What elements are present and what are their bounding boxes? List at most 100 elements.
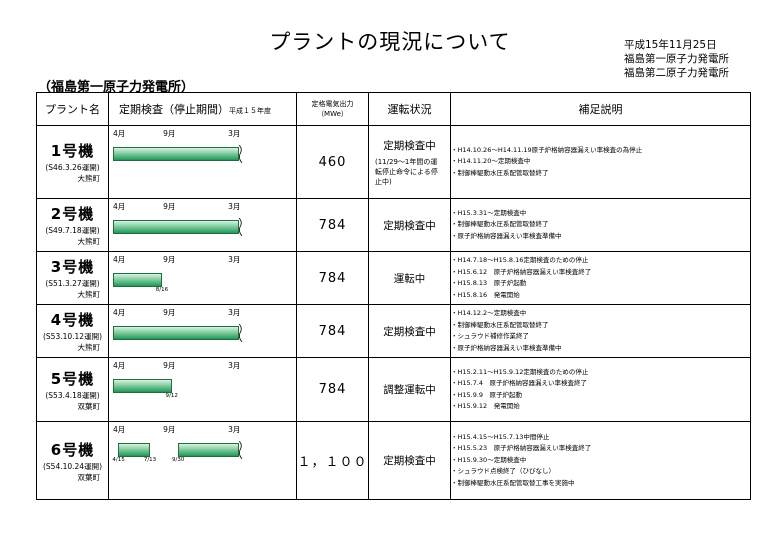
unit-name: 1号機 [50,142,95,160]
continuation-mark [238,145,243,163]
report-date: 平成15年11月25日 [624,39,717,51]
inspection-track [113,441,243,459]
note-item: ・シュラウド点検終了（ひびなし） [451,467,555,476]
status-cell: 定期検査中 (11/29～1年間の運転停止命令による停止中) [368,125,451,199]
note-item: ・H14.11.20～定期検査中 [451,157,531,166]
note-item: ・原子炉格納容器漏えい率検査準備中 [451,231,562,240]
inspection-bar [113,273,162,287]
month-label: 9月 [163,202,176,211]
bar-date-label: 9/12 [165,393,178,399]
rated-output: 784 [296,357,369,422]
unit-name: 2号機 [50,205,95,223]
date-block: 平成15年11月25日 福島第一原子力発電所 福島第二原子力発電所 [624,38,729,80]
unit-start-date: (S54.10.24運開) [42,461,102,471]
month-label: 4月 [113,255,126,264]
notes-list: ・H15.4.15～H15.7.13中間停止・H15.5.23 原子炉格納容器漏… [451,432,750,490]
section-subtitle: （福島第一原子力発電所） [38,80,195,95]
continuation-mark [238,324,243,342]
notes-cell: ・H14.7.18～H15.8.16定期検査のための停止 ・H15.6.12 原子… [450,251,751,305]
unit-location: 双葉町 [77,472,101,482]
month-label: 3月 [228,425,241,434]
note-item: ・原子炉格納容器漏えい率検査準備中 [451,343,562,352]
header-status: 運転状況 [368,92,451,126]
unit-name-cell: 3号機 (S51.3.27運開) 大熊町 [36,251,109,305]
inspection-bar [178,443,239,457]
notes-list: ・H15.2.11～H15.9.12定期検査のための停止 ・H15.7.4 原子炉… [451,367,750,413]
note-item: ・H15.4.15～H15.7.13中間停止 [451,432,550,441]
notes-cell: ・H14.12.2～定期検査中・制御棒駆動水圧系配管取替終了 ・シュラウド補修作業… [450,304,751,358]
org-line-1: 福島第一原子力発電所 [624,53,729,65]
month-label: 4月 [113,202,126,211]
unit-name: 6号機 [50,440,95,459]
note-item: ・制御棒駆動水圧系配管取替終了 [451,168,549,177]
notes-cell: ・H15.4.15～H15.7.13中間停止・H15.5.23 原子炉格納容器漏… [450,421,751,500]
month-label: 3月 [228,308,241,317]
rated-output: １，１００ [296,421,369,500]
note-item: ・H15.6.12 原子炉格納容器漏えい率検査終了 [451,267,592,276]
inspection-bar [118,443,150,457]
notes-list: ・H14.12.2～定期検査中・制御棒駆動水圧系配管取替終了 ・シュラウド補修作業… [451,308,750,354]
month-label: 3月 [228,202,241,211]
inspection-track [113,273,243,287]
header-output: 定格電気出力 （MWe） [296,92,369,126]
header-output-line2: （MWe） [317,110,348,118]
unit-location: 大熊町 [77,174,101,183]
inspection-track [113,218,243,236]
month-label: 4月 [113,129,126,138]
header-inspection-year: 平成１５年度 [229,107,271,115]
unit-location: 大熊町 [77,343,101,352]
inspection-track [113,324,243,342]
notes-cell: ・H15.3.31～定期検査中・制御棒駆動水圧系配管取替終了・原子炉格納容器漏え… [450,198,751,252]
inspection-track [113,379,243,393]
unit-name-cell: 2号機 (S49.7.18運開) 大熊町 [36,198,109,252]
month-label: 4月 [113,361,126,370]
note-item: ・制御棒駆動水圧系配管取替終了 [451,320,549,329]
note-item: ・制御棒駆動水圧系配管取替工事を実施中 [451,478,575,487]
month-label: 3月 [228,361,241,370]
status-cell: 調整運転中 [368,357,451,422]
inspection-schedule-cell: 4月 9月 3月 9/12 [108,357,297,422]
inspection-schedule-cell: 4月 9月 3月 [108,304,297,358]
operating-status: 調整運転中 [383,384,436,396]
bar-date-label: 4/15 [112,457,125,463]
status-cell: 定期検査中 [368,198,451,252]
note-item: ・H14.12.2～定期検査中 [451,309,527,317]
month-label: 3月 [228,255,241,264]
notes-list: ・H14.10.26～H14.11.19原子炉格納容器漏えい率検査の為停止 ・H1… [451,145,750,180]
unit-location: 大熊町 [77,290,101,299]
note-item: ・H15.5.23 原子炉格納容器漏えい率検査終了 [451,444,592,453]
unit-name-cell: 1号機 (S46.3.26運開) 大熊町 [36,125,109,199]
month-label: 4月 [113,308,126,317]
operating-status: 定期検査中 [383,139,436,152]
note-item: ・シュラウド補修作業終了 [451,332,529,340]
unit-start-date: (S53.4.18運開) [45,390,100,400]
operating-status: 定期検査中 [383,325,436,338]
header-output-line1: 定格電気出力 [311,100,354,108]
note-item: ・H14.7.18～H15.8.16定期検査のための停止 [451,256,589,264]
rated-output: 784 [296,251,369,305]
note-item: ・制御棒駆動水圧系配管取替終了 [451,220,549,229]
inspection-bar [113,147,239,161]
unit-name: 5号機 [50,369,95,388]
rated-output: 460 [296,125,369,199]
notes-cell: ・H15.2.11～H15.9.12定期検査のための停止 ・H15.7.4 原子炉… [450,357,751,422]
unit-name-cell: 4号機 (S53.10.12運開) 大熊町 [36,304,109,358]
unit-start-date: (S53.10.12運開) [42,332,102,341]
month-label: 9月 [163,361,176,370]
inspection-bar [113,379,172,393]
header-inspection: 定期検査（停止期間）平成１５年度 [108,92,297,126]
note-item: ・H15.8.16 発電開始 [451,290,520,299]
inspection-bar [113,220,239,234]
status-cell: 定期検査中 [368,421,451,500]
note-item: ・H15.2.11～H15.9.12定期検査のための停止 [451,367,589,376]
header-plant: プラント名 [36,92,109,126]
note-item: ・H15.3.31～定期検査中 [451,208,527,217]
plant-status-table: プラント名 定期検査（停止期間）平成１５年度 定格電気出力 （MWe） 運転状況 … [36,92,751,500]
notes-list: ・H15.3.31～定期検査中・制御棒駆動水圧系配管取替終了・原子炉格納容器漏え… [451,208,750,243]
unit-start-date: (S51.3.27運開) [45,279,100,288]
status-cell: 定期検査中 [368,304,451,358]
month-label: 4月 [113,425,126,434]
bar-date-label: 9/30 [172,457,185,463]
notes-list: ・H14.7.18～H15.8.16定期検査のための停止 ・H15.6.12 原子… [451,255,750,301]
note-item: ・H15.7.4 原子炉格納容器漏えい率検査終了 [451,379,588,387]
